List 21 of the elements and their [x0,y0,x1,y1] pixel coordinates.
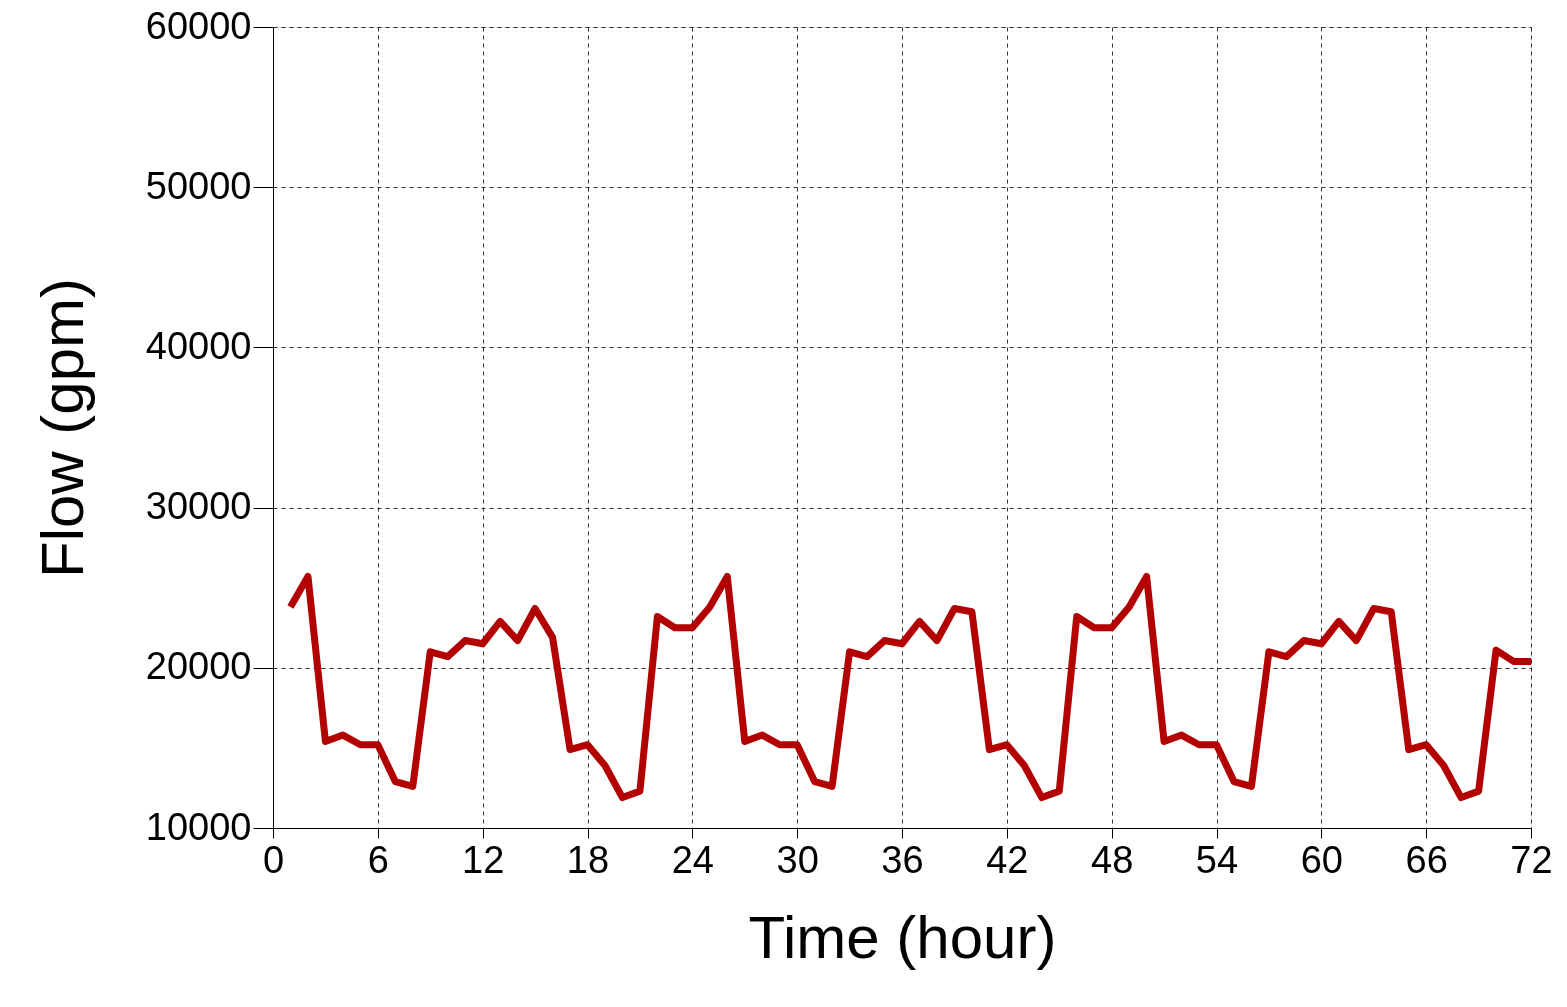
x-tick-label: 42 [986,838,1029,881]
x-tick-label: 6 [367,838,389,881]
y-tick-label: 10000 [145,805,252,848]
x-tick-label: 30 [776,838,819,881]
y-axis-title: Flow (gpm) [28,277,96,579]
y-tick-label: 50000 [145,164,252,207]
y-tick-label: 20000 [145,645,252,688]
x-tick-label: 66 [1405,838,1448,881]
x-tick-label: 12 [462,838,505,881]
x-tick-label: 54 [1195,838,1239,881]
x-tick-label: 18 [566,838,610,881]
x-tick-label: 72 [1510,838,1553,881]
x-tick-label: 48 [1091,838,1134,881]
y-tick-label: 40000 [145,324,252,367]
x-axis-title: Time (hour) [748,903,1057,971]
y-tick-label: 60000 [145,4,252,47]
x-tick-label: 0 [262,838,285,881]
y-tick-label: 30000 [145,485,252,528]
x-tick-label: 24 [671,838,714,881]
x-tick-label: 36 [881,838,924,881]
x-tick-label: 60 [1300,838,1343,881]
